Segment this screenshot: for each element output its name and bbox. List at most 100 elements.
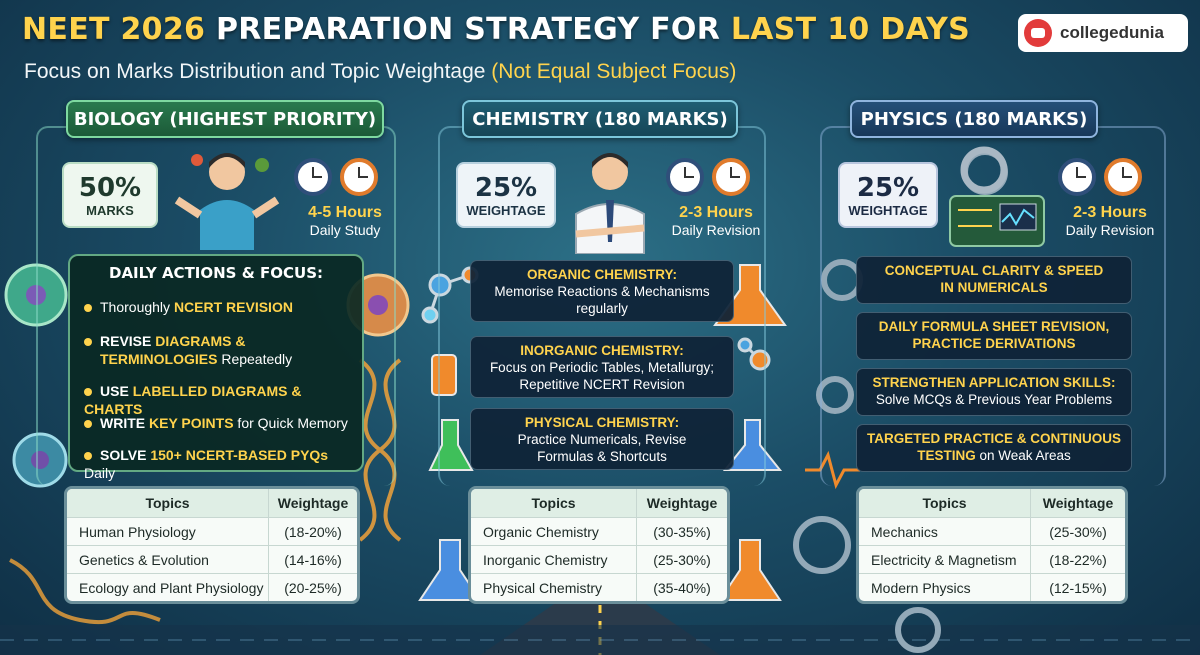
mascot-icon (1024, 19, 1052, 47)
biology-focus-panel: DAILY ACTIONS & FOCUS: Thoroughly NCERT … (68, 254, 364, 481)
table-row: Genetics & Evolution (14-16%) (67, 545, 357, 573)
clock-icon (1104, 158, 1142, 196)
focus-title: DAILY ACTIONS & FOCUS: (109, 264, 323, 282)
table-cell-topic: Genetics & Evolution (67, 546, 269, 573)
card-line: Formulas & Shortcuts (537, 449, 667, 464)
chemistry-card-physical: PHYSICAL CHEMISTRY: Practice Numericals,… (470, 408, 734, 470)
card-title: PHYSICAL CHEMISTRY: (524, 415, 680, 430)
student-illustration (174, 153, 280, 250)
table-row: Electricity & Magnetism (18-22%) (859, 545, 1125, 573)
clock-icon (294, 158, 332, 196)
page-header: NEET 2026 PREPARATION STRATEGY FOR LAST … (0, 0, 1200, 92)
focus-bullet-continued: TERMINOLOGIES Repeatedly (100, 351, 293, 367)
physics-header: PHYSICS (180 MARKS) (850, 100, 1098, 138)
card-title: ORGANIC CHEMISTRY: (527, 267, 677, 282)
table-row: Inorganic Chemistry (25-30%) (471, 545, 727, 573)
biology-hours-value: 4-5 Hours (308, 204, 382, 221)
card-title: DAILY FORMULA SHEET REVISION, (878, 319, 1110, 334)
chemistry-column: CHEMISTRY (180 MARKS) 25% WEIGHTAGE 2-3 … (420, 100, 782, 620)
biology-pct: 50% (78, 172, 142, 203)
physics-card-practice: TARGETED PRACTICE & CONTINUOUS TESTING o… (856, 424, 1132, 472)
physics-hours: 2-3 Hours Daily Revision (1048, 204, 1172, 238)
subtitle-highlight: (Not Equal Subject Focus) (491, 60, 737, 83)
table-cell-topic: Inorganic Chemistry (471, 546, 637, 573)
table-cell-weightage: (14-16%) (284, 551, 342, 568)
card-line: IN NUMERICALS (940, 280, 1048, 295)
table-row: Ecology and Plant Physiology (20-25%) (67, 573, 357, 601)
physics-pct-label: WEIGHTAGE (848, 202, 928, 218)
table-cell-weightage: (30-35%) (653, 523, 711, 540)
card-line: Solve MCQs & Previous Year Problems (875, 392, 1113, 407)
bullet-dot (84, 420, 92, 429)
chemistry-hours: 2-3 Hours Daily Revision (656, 204, 776, 238)
subtitle-text: Focus on Marks Distribution and Topic We… (24, 60, 492, 83)
table-header-row: Topics Weightage (67, 489, 357, 517)
card-line: regularly (576, 301, 628, 316)
chemistry-header: CHEMISTRY (180 MARKS) (462, 100, 738, 138)
physics-weightage-table: Topics Weightage Mechanics (25-30%) Elec… (856, 486, 1128, 604)
circuit-board-illustration (949, 146, 1045, 247)
physics-hours-value: 2-3 Hours (1073, 204, 1147, 221)
table-cell-weightage: (20-25%) (284, 579, 342, 596)
title-highlight: LAST 10 DAYS (730, 12, 971, 47)
page-subtitle: Focus on Marks Distribution and Topic We… (24, 60, 736, 84)
card-title: CONCEPTUAL CLARITY & SPEED (884, 263, 1104, 278)
focus-bullet: SOLVE 150+ NCERT-BASED PYQs Daily (84, 447, 329, 481)
table-header-weightage: Weightage (1042, 495, 1114, 511)
table-header-weightage: Weightage (646, 495, 718, 511)
table-cell-topic: Ecology and Plant Physiology (67, 574, 269, 601)
bullet-dot (84, 338, 92, 347)
clock-icon (666, 158, 704, 196)
chemistry-card-inorganic: INORGANIC CHEMISTRY: Focus on Periodic T… (470, 336, 734, 398)
chemistry-pct: 25% (474, 172, 538, 203)
bullet-dot (84, 304, 92, 313)
table-cell-weightage: (25-30%) (653, 551, 711, 568)
focus-bullet: USE LABELLED DIAGRAMS & CHARTS (84, 383, 302, 417)
scientist-illustration (575, 153, 645, 254)
table-cell-topic: Modern Physics (859, 574, 1031, 601)
table-header-topics: Topics (67, 489, 269, 517)
chemistry-card-organic: ORGANIC CHEMISTRY: Memorise Reactions & … (470, 260, 734, 322)
biology-hours-label: Daily Study (309, 222, 381, 238)
bullet-dot (84, 388, 92, 397)
chemistry-hours-label: Daily Revision (671, 222, 761, 238)
card-line: Repetitive NCERT Revision (519, 377, 685, 392)
table-row: Mechanics (25-30%) (859, 517, 1125, 545)
table-cell-weightage: (18-20%) (284, 523, 342, 540)
card-line: Practice Numericals, Revise (517, 432, 687, 447)
table-header-weightage: Weightage (277, 495, 349, 511)
clock-icon (712, 158, 750, 196)
chemistry-weightage-table: Topics Weightage Organic Chemistry (30-3… (468, 486, 730, 604)
focus-bullet: WRITE KEY POINTS for Quick Memory (84, 414, 348, 432)
clock-icon (1058, 158, 1096, 196)
table-cell-topic: Mechanics (859, 518, 1031, 545)
focus-bullet: REVISE DIAGRAMS & (84, 332, 245, 350)
bullet-dot (84, 452, 92, 461)
table-cell-weightage: (25-30%) (1049, 523, 1107, 540)
focus-bullet: Thoroughly NCERT REVISION (84, 298, 293, 316)
table-cell-topic: Electricity & Magnetism (859, 546, 1031, 573)
biology-marks-box: 50% MARKS (62, 162, 158, 228)
table-header-row: Topics Weightage (859, 489, 1125, 517)
physics-card-formula: DAILY FORMULA SHEET REVISION, PRACTICE D… (856, 312, 1132, 360)
physics-column: PHYSICS (180 MARKS) 25% WEIGHTAGE 2-3 Ho… (810, 100, 1186, 620)
table-header-topics: Topics (859, 489, 1031, 517)
biology-header: BIOLOGY (HIGHEST PRIORITY) (66, 100, 384, 138)
page-title: NEET 2026 PREPARATION STRATEGY FOR LAST … (22, 12, 970, 47)
title-middle: PREPARATION STRATEGY FOR (205, 12, 731, 47)
chemistry-pct-label: WEIGHTAGE (466, 202, 546, 218)
table-cell-weightage: (35-40%) (653, 579, 711, 596)
table-cell-topic: Physical Chemistry (471, 574, 637, 601)
table-cell-weightage: (12-15%) (1049, 579, 1107, 596)
chemistry-hours-value: 2-3 Hours (679, 204, 753, 221)
physics-card-application: STRENGTHEN APPLICATION SKILLS: Solve MCQ… (856, 368, 1132, 416)
biology-column: BIOLOGY (HIGHEST PRIORITY) 50% MARKS 4-5… (14, 100, 396, 620)
biology-weightage-table: Topics Weightage Human Physiology (18-20… (64, 486, 360, 604)
title-year: NEET 2026 (22, 12, 206, 47)
physics-card-conceptual: CONCEPTUAL CLARITY & SPEED IN NUMERICALS (856, 256, 1132, 304)
card-title: INORGANIC CHEMISTRY: (520, 343, 684, 358)
clock-icon (340, 158, 378, 196)
physics-pct: 25% (856, 172, 920, 203)
brand-logo: collegedunia (1018, 14, 1188, 52)
table-header-row: Topics Weightage (471, 489, 727, 517)
